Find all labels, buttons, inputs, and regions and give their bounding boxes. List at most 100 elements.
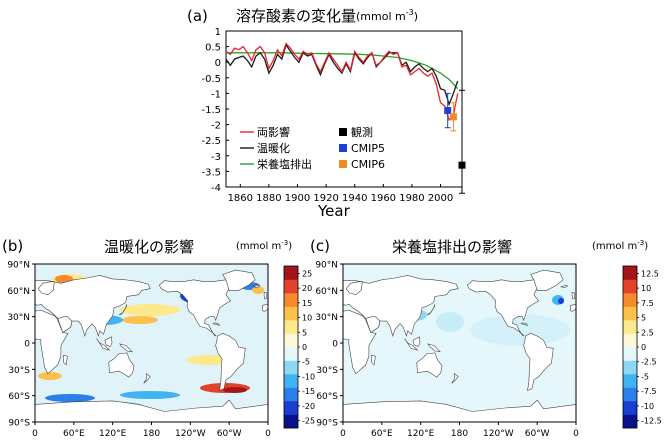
panel-a-xlabel: Year (317, 202, 351, 220)
panel-a-xtick-label: 1940 (342, 193, 367, 204)
panel-c-landmass (343, 399, 576, 422)
svg-text:(mmol m-3): (mmol m-3) (592, 239, 648, 252)
legend-label-cmip6: CMIP6 (351, 158, 385, 171)
panel-b-xtick-label: 180 (143, 429, 160, 439)
panel-b-landmass (261, 304, 268, 312)
panel-b-ytick-label: 60°S (8, 392, 30, 402)
panel-c-title: 栄養塩排出の影響 (392, 238, 512, 256)
panel-a-x-axis: 1860 1880 1900 1920 1940 1960 1980 2000 (228, 184, 453, 204)
legend-label-cmip5: CMIP5 (351, 142, 385, 155)
panel-c-landmass (404, 338, 419, 351)
panel-c-landmass (520, 322, 529, 326)
panel-a-unit-sup: -3 (406, 8, 414, 17)
panel-c-landmass (466, 279, 539, 337)
panel-a-ytick-label: -3 (211, 152, 221, 163)
panel-c-unit-close: ) (644, 241, 648, 252)
panel-a-xtick-label: 1880 (256, 193, 281, 204)
marker-obs (458, 161, 466, 169)
panel-a-ytick-label: -1 (211, 89, 221, 100)
marker-cmip6 (449, 113, 457, 121)
legend-label-both: 両影響 (257, 125, 290, 139)
panel-b-xtick-label: 60°E (63, 429, 85, 439)
panel-b-unit: (mmol m (236, 241, 281, 252)
panel-c-ytick-label: 90°N (315, 261, 338, 271)
panel-b-colorbar-segment (284, 347, 298, 361)
legend-swatch-cmip5 (339, 144, 347, 152)
panel-b-colorbar-tick-label: 5 (302, 328, 307, 337)
marker-cmip5 (444, 107, 452, 115)
panel-c-ytick-label: 90°S (316, 419, 338, 429)
panel-b-colorbar-segment (284, 360, 298, 375)
panel-b-ytick-label: 90°N (7, 261, 30, 271)
panel-b-colorbar-segment (284, 414, 298, 429)
panel-a-title: 溶存酸素の変化量 (236, 7, 356, 25)
panel-c-landmass (426, 304, 436, 316)
panel-c-xtick-label: 180 (451, 429, 468, 439)
panel-c-landmass (523, 332, 554, 391)
panel-b-colorbar-segment (284, 279, 298, 294)
panel-c-xtick-label: 0 (573, 429, 579, 439)
panel-b-colorbar-segment (284, 306, 298, 321)
panel-b-landmass (35, 399, 268, 422)
panel-c-colorbar-segment (623, 266, 637, 280)
panel-c-landmass (569, 304, 576, 312)
panel-c-landmass (365, 316, 381, 333)
panel-b-landmass (212, 322, 221, 326)
panel-a-ytick-label: 1 (215, 27, 221, 38)
panel-c-colorbar-tick-label: -10 (641, 402, 654, 411)
panel-a-label: (a) (187, 7, 208, 25)
panel-c-colorbar-tick-label: 10 (641, 284, 651, 293)
series-warming-line (225, 43, 459, 107)
panel-b-colorbar-tick-label: -20 (302, 402, 315, 411)
panel-b-xtick-label: 0 (32, 429, 38, 439)
panel-b-landmass (215, 332, 246, 391)
panel-a-xtick-label: 1980 (399, 193, 424, 204)
panel-c-landmass (412, 336, 421, 347)
panel-c-colorbar-tick-label: 0 (641, 343, 646, 352)
panel-b-colorbar-tick-label: 25 (302, 269, 312, 278)
legend-swatch-cmip6 (339, 160, 347, 168)
panel-c-colorbar-tick-label: 5 (641, 314, 646, 323)
panel-a-ytick-label: -3.5 (201, 167, 221, 178)
panel-a-xtick-label: 2000 (428, 193, 453, 204)
panel-c-colorbar-segment (623, 293, 637, 307)
panel-b-colorbar-tick-label: 10 (302, 314, 312, 323)
legend-label-warming: 温暖化 (257, 141, 290, 155)
panel-b-colorbar-tick-label: 15 (302, 299, 312, 308)
panel-b-landmass (119, 343, 133, 353)
panel-b-xtick-label: 120°W (175, 429, 206, 439)
panel-b-landmass (57, 316, 73, 333)
panel-a-ytick-label: 0.5 (205, 43, 221, 54)
panel-b-label: (b) (2, 237, 23, 255)
panel-b-landmass (104, 336, 113, 347)
panel-b-landmass (108, 352, 135, 378)
panel-b-colorbar-segment (284, 387, 298, 402)
panel-c-colorbar-segment (623, 360, 637, 375)
panel-c-xtick-label: 0 (340, 429, 346, 439)
panel-c-ytick-label: 60°S (316, 392, 338, 402)
panel-b-colorbar-tick-label: -15 (302, 387, 315, 396)
panel-b-colorbar-segment (284, 266, 298, 280)
panel-c-colorbar-segment (623, 414, 637, 429)
panel-b-ytick-label: 30°N (7, 313, 30, 323)
panel-b-colorbar-tick-label: -10 (302, 372, 315, 381)
panel-b-unit-sup: -3 (281, 239, 288, 247)
panel-c-colorbar-tick-label: -12.5 (641, 417, 662, 426)
panel-b-colorbar-segment (284, 320, 298, 334)
panel-c-colorbar-tick-label: 12.5 (641, 269, 659, 278)
panel-b-ytick-label: 90°S (8, 419, 30, 429)
panel-a-ytick-label: -1.5 (201, 105, 221, 116)
panel-b-unit-close: ) (288, 241, 292, 252)
panel-b: (b) 温暖化の影響 (mmol m-3) (2, 237, 315, 439)
panel-b-ytick-label: 30°S (8, 366, 30, 376)
panel-c-colorbar-segment (623, 401, 637, 415)
panel-c-label: (c) (310, 237, 330, 255)
panel-b-ytick-label: 0 (24, 340, 30, 350)
panel-a-ytick-label: 0 (215, 58, 221, 69)
panel-a-ytick-label: -2.5 (201, 136, 221, 147)
panel-a-series (225, 42, 459, 122)
panel-c-colorbar-tick-label: -5 (641, 372, 649, 381)
panel-c-landmass (559, 284, 569, 289)
legend-label-obs: 観測 (351, 125, 373, 139)
